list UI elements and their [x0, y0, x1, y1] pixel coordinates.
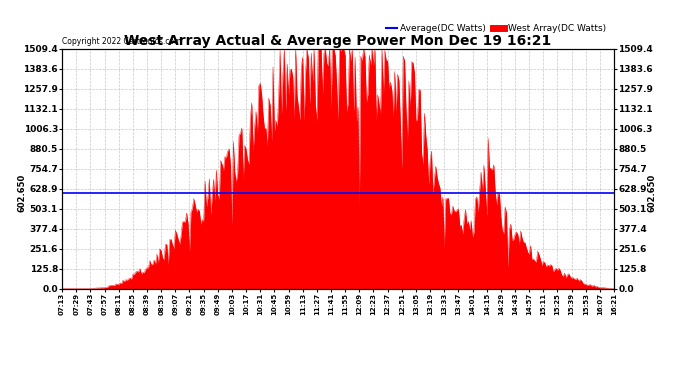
Text: 602.650: 602.650 [647, 174, 656, 212]
Text: Copyright 2022 Cartronics.com: Copyright 2022 Cartronics.com [62, 38, 181, 46]
Legend: Average(DC Watts), West Array(DC Watts): Average(DC Watts), West Array(DC Watts) [382, 21, 609, 37]
Text: 602.650: 602.650 [17, 174, 26, 212]
Title: West Array Actual & Average Power Mon Dec 19 16:21: West Array Actual & Average Power Mon De… [124, 34, 552, 48]
